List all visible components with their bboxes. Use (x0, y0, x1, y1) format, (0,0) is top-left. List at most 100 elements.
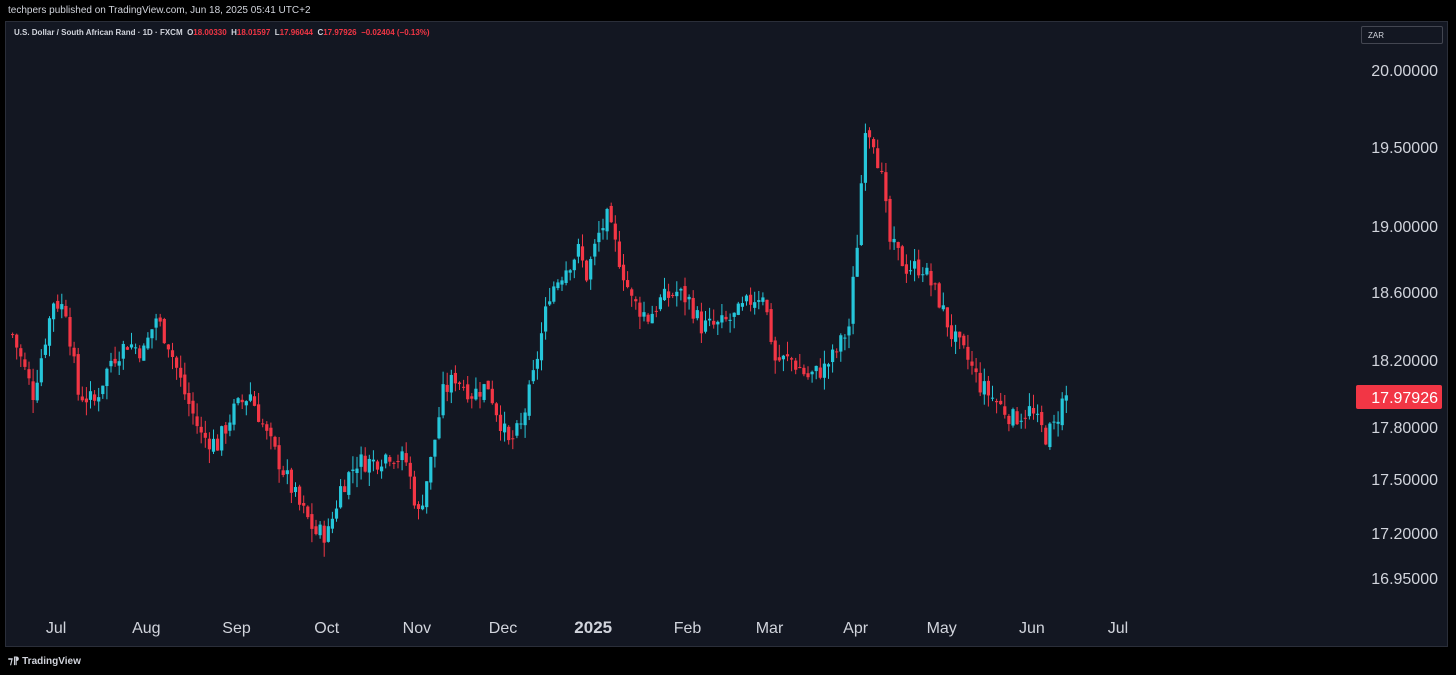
candle-down (281, 470, 285, 475)
candle-up (425, 481, 429, 508)
candle-up (355, 468, 359, 474)
candle-up (716, 321, 720, 325)
symbol-legend: U.S. Dollar / South African Rand · 1D · … (14, 28, 430, 37)
candle-up (121, 343, 125, 359)
y-tick-label: 16.95000 (1371, 571, 1438, 588)
candle-down (929, 271, 933, 286)
candle-down (314, 526, 318, 535)
candle-up (753, 302, 757, 308)
last-price-label: 17.97926 (1371, 390, 1438, 407)
candle-down (995, 400, 999, 403)
symbol-title: U.S. Dollar / South African Rand · 1D · … (14, 28, 183, 37)
candle-down (888, 198, 892, 242)
x-tick-label: Jul (46, 620, 66, 637)
low-value: 17.96044 (279, 28, 313, 37)
candle-up (728, 319, 732, 321)
candle-up (859, 183, 863, 245)
candle-down (179, 367, 183, 378)
candle-up (88, 391, 93, 400)
candle-down (638, 302, 642, 317)
candle-up (593, 243, 597, 257)
candle-up (232, 403, 236, 425)
candle-up (757, 300, 761, 302)
candle-up (913, 261, 917, 269)
candle-up (39, 358, 43, 383)
x-tick-label: Sep (222, 620, 251, 637)
candle-down (585, 260, 589, 281)
candle-down (375, 461, 380, 470)
candle-up (990, 397, 995, 399)
candle-up (855, 247, 859, 277)
candle-down (240, 399, 244, 403)
candle-up (597, 232, 601, 243)
candle-down (900, 246, 904, 267)
tv-icon: ⁊⁋ (8, 656, 23, 667)
candlestick-chart[interactable]: 20.00000 19.50000 19.00000 18.60000 18.20000… (6, 22, 1448, 647)
last-price-tag (1356, 384, 1442, 409)
currency-button[interactable]: ZAR (1361, 26, 1443, 44)
x-tick-label: Oct (314, 620, 339, 637)
candle-up (154, 318, 158, 328)
candle-down (773, 340, 777, 361)
candle-up (474, 388, 478, 400)
candle-down (343, 486, 347, 493)
candle-down (949, 325, 954, 340)
candle-down (27, 369, 31, 379)
publish-info: techpers published on TradingView.com, J… (8, 5, 311, 16)
candle-down (794, 360, 798, 370)
candle-up (285, 470, 289, 475)
high-key: H (231, 28, 237, 37)
candle-down (269, 427, 273, 437)
candle-up (347, 472, 351, 495)
candle-up (781, 355, 785, 360)
candle-up (892, 238, 896, 243)
candle-down (917, 259, 921, 276)
y-tick-label: 19.50000 (1371, 140, 1438, 157)
high-value: 18.01597 (236, 28, 271, 37)
candle-down (511, 438, 515, 440)
candle-down (113, 358, 117, 364)
candle-down (1044, 427, 1048, 445)
candle-down (626, 280, 630, 288)
candle-down (802, 367, 806, 375)
x-tick-label: Jun (1019, 620, 1045, 637)
candle-down (486, 380, 490, 390)
candle-down (769, 309, 773, 342)
candle-down (978, 372, 982, 393)
candle-down (93, 394, 97, 401)
candle-up (539, 333, 544, 361)
candle-up (576, 244, 580, 257)
publish-info-bar: techpers published on TradingView.com, J… (0, 0, 1456, 21)
candle-up (437, 417, 441, 439)
candle-up (564, 270, 568, 284)
candle-down (31, 381, 35, 401)
candle-up (351, 469, 355, 471)
x-tick-label: Dec (489, 620, 517, 637)
candle-up (482, 384, 486, 400)
candle-up (367, 458, 371, 473)
candle-up (523, 412, 527, 426)
candle-down (1003, 406, 1007, 415)
candle-up (150, 329, 154, 339)
candle-up (568, 270, 572, 273)
candle-down (986, 380, 990, 396)
y-tick-label: 17.50000 (1371, 472, 1438, 489)
candle-up (572, 259, 576, 271)
candle-up (720, 315, 724, 323)
candle-down (617, 241, 621, 267)
candle-up (60, 304, 64, 310)
candle-down (667, 291, 671, 298)
candle-down (896, 242, 900, 248)
open-key: O (187, 28, 194, 37)
candle-down (507, 426, 511, 441)
candle-down (302, 503, 306, 506)
candle-down (388, 457, 392, 462)
candle-up (560, 280, 564, 285)
candle-up (744, 295, 749, 302)
candle-down (289, 469, 293, 493)
candle-up (43, 344, 47, 355)
candle-down (412, 476, 416, 506)
candle-up (449, 374, 453, 393)
chart-panel[interactable]: 20.00000 19.50000 19.00000 18.60000 18.20000… (5, 21, 1448, 647)
candle-up (814, 365, 818, 372)
